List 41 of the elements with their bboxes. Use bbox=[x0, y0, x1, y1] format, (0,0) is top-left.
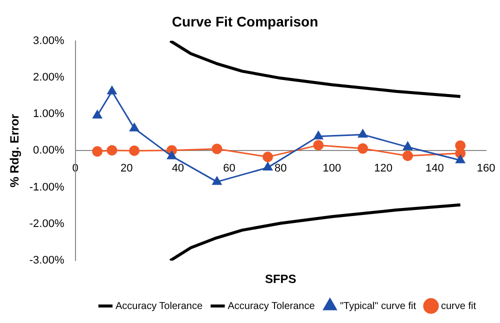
point bbox=[263, 162, 272, 171]
point bbox=[130, 123, 139, 132]
y-tick-label: 3.00% bbox=[33, 34, 64, 47]
x-tick-label: 60 bbox=[223, 162, 236, 174]
point bbox=[129, 145, 140, 156]
point bbox=[313, 140, 324, 150]
x-tick-label: 80 bbox=[274, 162, 287, 174]
legend-label: Accuracy Tolerance bbox=[115, 300, 203, 312]
point bbox=[107, 86, 117, 94]
x-tick-label: 120 bbox=[374, 162, 392, 174]
point bbox=[262, 152, 274, 162]
x-tick-label: 100 bbox=[322, 162, 342, 174]
x-tick-label: 40 bbox=[172, 162, 184, 174]
point bbox=[455, 140, 466, 151]
y-tick-label: -3.00% bbox=[29, 254, 64, 267]
y-tick-label: -1.00% bbox=[29, 181, 64, 194]
point bbox=[167, 150, 176, 160]
point bbox=[212, 176, 222, 185]
point bbox=[92, 110, 102, 119]
x-tick-label: 140 bbox=[425, 162, 444, 174]
point bbox=[314, 131, 324, 140]
point bbox=[456, 154, 465, 164]
point bbox=[358, 143, 368, 154]
point bbox=[403, 142, 412, 150]
y-tick-label: 1.00% bbox=[33, 108, 64, 120]
x-tick-label: 160 bbox=[476, 162, 496, 174]
point bbox=[92, 146, 103, 157]
point bbox=[212, 144, 222, 154]
legend-label: Accuracy Tolerance bbox=[228, 300, 316, 312]
legend-label: curve fit bbox=[440, 300, 476, 312]
chart-title: Curve Fit Comparison bbox=[172, 13, 318, 30]
legend-label: "Typical" curve fit bbox=[340, 300, 416, 312]
y-axis-title: % Rdg. Error bbox=[8, 114, 22, 188]
point bbox=[358, 129, 368, 138]
y-tick-label: 0.00% bbox=[33, 144, 64, 157]
y-tick-label: -2.00% bbox=[29, 218, 64, 230]
point bbox=[402, 150, 413, 162]
x-tick-label: 20 bbox=[120, 162, 133, 174]
x-axis-title: SFPS bbox=[264, 272, 296, 286]
point bbox=[106, 145, 118, 156]
y-tick-label: 2.00% bbox=[33, 71, 64, 84]
